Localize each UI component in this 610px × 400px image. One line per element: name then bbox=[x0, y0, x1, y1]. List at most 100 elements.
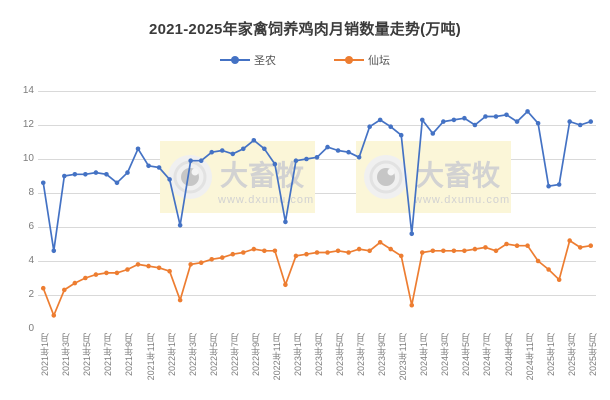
data-point[interactable] bbox=[146, 263, 151, 269]
data-point[interactable] bbox=[577, 245, 583, 250]
data-point[interactable] bbox=[262, 248, 267, 254]
data-point[interactable] bbox=[483, 245, 488, 250]
data-point[interactable] bbox=[135, 262, 141, 267]
data-point[interactable] bbox=[535, 258, 541, 264]
data-point[interactable] bbox=[314, 155, 320, 160]
data-point[interactable] bbox=[398, 132, 404, 138]
data-point[interactable] bbox=[335, 248, 341, 254]
data-point[interactable] bbox=[135, 146, 141, 152]
data-point[interactable] bbox=[567, 238, 572, 243]
legend-item-series-1[interactable]: 仙坛 bbox=[334, 52, 390, 68]
data-point[interactable] bbox=[430, 248, 436, 254]
data-point[interactable] bbox=[356, 246, 362, 252]
data-point[interactable] bbox=[40, 285, 46, 291]
data-point[interactable] bbox=[398, 253, 404, 259]
data-point[interactable] bbox=[125, 170, 130, 175]
data-point[interactable] bbox=[188, 262, 193, 267]
data-point[interactable] bbox=[241, 146, 246, 152]
data-point[interactable] bbox=[525, 243, 530, 248]
data-point[interactable] bbox=[546, 267, 551, 272]
data-point[interactable] bbox=[293, 253, 299, 259]
data-point[interactable] bbox=[419, 117, 425, 123]
data-point[interactable] bbox=[114, 180, 120, 186]
data-point[interactable] bbox=[367, 124, 372, 129]
data-point[interactable] bbox=[51, 313, 57, 318]
data-point[interactable] bbox=[588, 119, 594, 124]
data-point[interactable] bbox=[451, 117, 457, 123]
data-point[interactable] bbox=[146, 163, 151, 169]
data-point[interactable] bbox=[314, 250, 320, 255]
data-point[interactable] bbox=[209, 257, 215, 262]
data-point[interactable] bbox=[93, 170, 99, 175]
data-point[interactable] bbox=[546, 183, 551, 189]
data-point[interactable] bbox=[483, 114, 488, 119]
data-point[interactable] bbox=[72, 280, 78, 286]
data-point[interactable] bbox=[419, 250, 425, 255]
data-point[interactable] bbox=[177, 297, 183, 303]
data-point[interactable] bbox=[177, 223, 183, 228]
data-point[interactable] bbox=[535, 121, 541, 126]
data-point[interactable] bbox=[514, 243, 520, 248]
data-point[interactable] bbox=[441, 248, 446, 254]
data-point[interactable] bbox=[125, 267, 130, 272]
data-point[interactable] bbox=[493, 114, 499, 119]
data-point[interactable] bbox=[156, 165, 162, 170]
data-point[interactable] bbox=[83, 172, 88, 177]
data-point[interactable] bbox=[230, 151, 236, 157]
data-point[interactable] bbox=[114, 270, 120, 276]
data-point[interactable] bbox=[167, 268, 172, 274]
data-point[interactable] bbox=[325, 250, 330, 255]
legend-item-series-0[interactable]: 圣农 bbox=[220, 52, 276, 68]
data-point[interactable] bbox=[272, 248, 278, 254]
data-point[interactable] bbox=[304, 156, 309, 162]
data-point[interactable] bbox=[556, 277, 562, 282]
data-point[interactable] bbox=[188, 158, 193, 163]
data-point[interactable] bbox=[93, 272, 99, 277]
data-point[interactable] bbox=[441, 119, 446, 124]
data-point[interactable] bbox=[451, 248, 457, 254]
data-point[interactable] bbox=[388, 124, 394, 129]
data-point[interactable] bbox=[156, 265, 162, 271]
data-point[interactable] bbox=[241, 250, 246, 255]
data-point[interactable] bbox=[525, 109, 530, 114]
data-point[interactable] bbox=[325, 144, 330, 150]
data-point[interactable] bbox=[51, 248, 57, 254]
data-point[interactable] bbox=[293, 158, 299, 163]
data-point[interactable] bbox=[493, 248, 499, 254]
data-point[interactable] bbox=[367, 248, 372, 254]
data-point[interactable] bbox=[72, 172, 78, 177]
data-point[interactable] bbox=[283, 219, 288, 225]
data-point[interactable] bbox=[462, 115, 467, 121]
data-point[interactable] bbox=[219, 255, 225, 260]
data-point[interactable] bbox=[283, 282, 288, 288]
data-point[interactable] bbox=[262, 146, 267, 152]
data-point[interactable] bbox=[588, 243, 594, 248]
data-point[interactable] bbox=[198, 260, 204, 265]
data-point[interactable] bbox=[219, 148, 225, 153]
data-point[interactable] bbox=[462, 248, 467, 254]
data-point[interactable] bbox=[83, 275, 88, 281]
data-point[interactable] bbox=[556, 182, 562, 187]
data-point[interactable] bbox=[209, 149, 215, 155]
data-point[interactable] bbox=[251, 246, 257, 252]
data-point[interactable] bbox=[198, 158, 204, 163]
data-point[interactable] bbox=[377, 117, 383, 123]
data-point[interactable] bbox=[104, 270, 109, 276]
data-point[interactable] bbox=[230, 251, 236, 257]
data-point[interactable] bbox=[409, 302, 415, 308]
data-point[interactable] bbox=[472, 122, 478, 128]
data-point[interactable] bbox=[251, 138, 257, 143]
data-point[interactable] bbox=[346, 149, 351, 155]
data-point[interactable] bbox=[40, 180, 46, 186]
data-point[interactable] bbox=[504, 241, 509, 247]
data-point[interactable] bbox=[167, 177, 172, 182]
data-point[interactable] bbox=[504, 112, 509, 118]
data-point[interactable] bbox=[567, 119, 572, 124]
data-point[interactable] bbox=[62, 287, 67, 293]
data-point[interactable] bbox=[272, 161, 278, 167]
data-point[interactable] bbox=[335, 148, 341, 153]
data-point[interactable] bbox=[409, 231, 415, 237]
data-point[interactable] bbox=[346, 250, 351, 255]
data-point[interactable] bbox=[62, 173, 67, 179]
data-point[interactable] bbox=[514, 119, 520, 124]
